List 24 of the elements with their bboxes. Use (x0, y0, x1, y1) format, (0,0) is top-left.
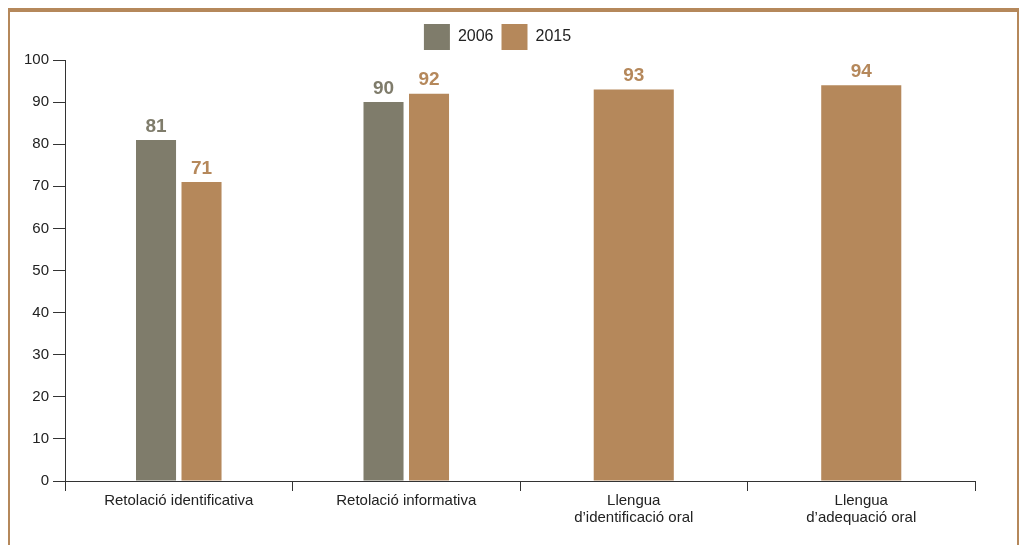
y-tick-label: 50 (32, 260, 50, 278)
legend-label: 2015 (535, 27, 572, 45)
x-tick-label: Retolació identificativa (104, 491, 255, 509)
x-tick-label: Llengua d’identificació oral (574, 491, 694, 525)
legend-label: 2006 (457, 27, 494, 45)
data-label: 71 (190, 156, 213, 178)
y-tick-label: 80 (32, 134, 50, 152)
y-tick-label: 30 (32, 344, 50, 362)
y-tick-label: 70 (32, 176, 50, 194)
x-tick-label: Llengua d’adequació oral (806, 491, 917, 525)
y-tick-label: 20 (32, 386, 50, 404)
data-label: 90 (372, 76, 395, 98)
frame-border: 2006 2015 Retolació identificativa Retolació informativa Llengua d’identificació oral Llengua d’adequació oral 0 10 20 30 40 50 60 70 80 90 100 81 90 71 92 93 94 (8, 8, 1019, 545)
y-tick-label: 40 (32, 302, 50, 320)
y-tick-label: 0 (40, 471, 50, 489)
y-tick-label: 10 (32, 429, 50, 447)
data-label: 92 (418, 68, 440, 90)
data-label: 81 (145, 114, 168, 136)
data-label: 93 (623, 64, 645, 86)
x-tick-label: Retolació informativa (336, 491, 477, 509)
data-label: 94 (850, 59, 873, 81)
y-tick-label: 100 (24, 50, 50, 68)
y-tick-label: 60 (32, 218, 50, 236)
y-tick-label: 90 (32, 92, 50, 110)
